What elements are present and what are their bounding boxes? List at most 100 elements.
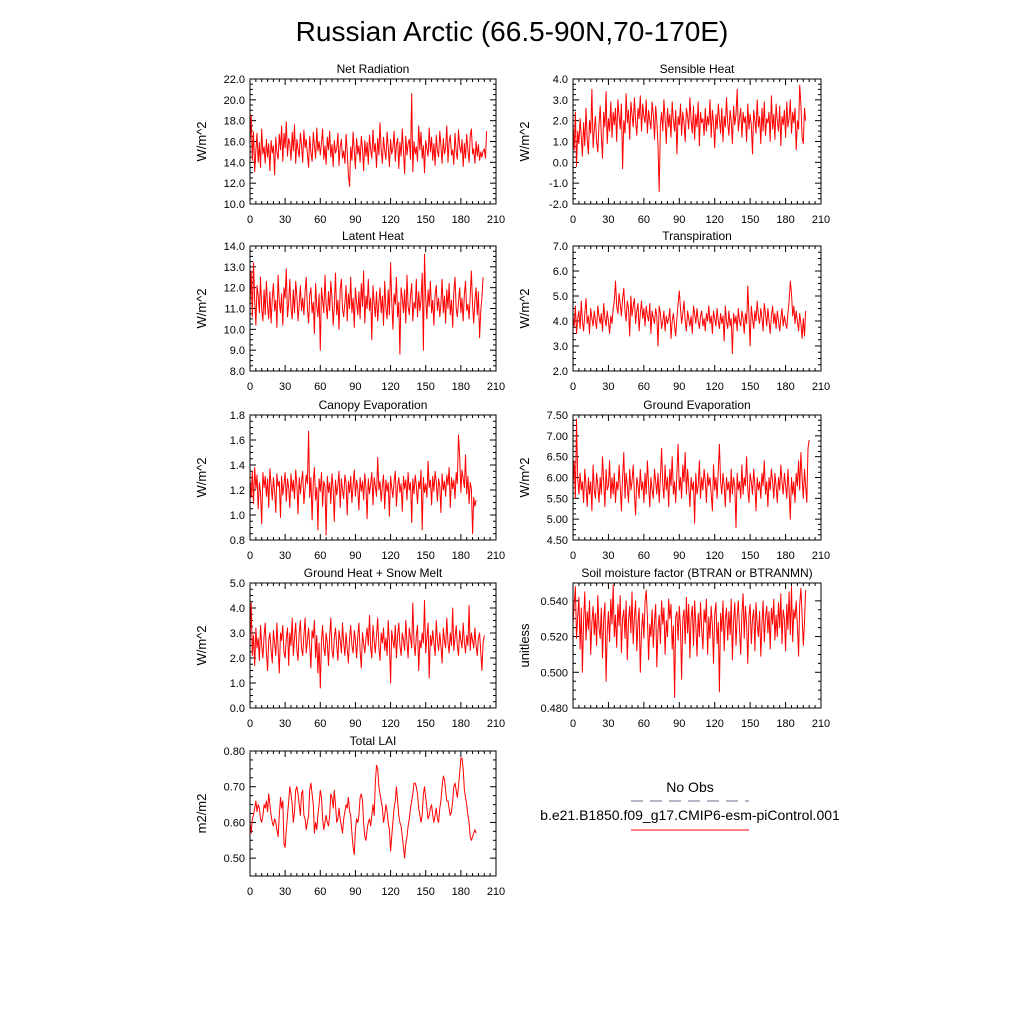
y-tick-label: 0.480 (540, 703, 568, 715)
y-tick-label: 10.0 (224, 324, 245, 336)
y-tick-label: 0.0 (230, 703, 245, 715)
panel-1: Net Radiation W/m^2 0 30 60 90 120 150 180 210 10.… (194, 62, 505, 226)
y-tick-label: 1.6 (230, 435, 245, 447)
plot-frame (249, 750, 497, 877)
panel-title: Ground Heat + Snow Melt (304, 566, 443, 580)
series-line-1 (572, 280, 807, 354)
panel-4: Transpiration W/m^2 0 30 60 90 120 150 180 210 2.0… (517, 229, 830, 393)
x-tick-label: 30 (602, 550, 614, 562)
y-tick-label: -1.0 (549, 178, 568, 190)
y-tick-label: 6.00 (547, 473, 568, 485)
plot-frame (249, 78, 497, 205)
panel-6: Ground Evaporation W/m^2 0 30 60 90 120 150 180 2… (517, 398, 830, 562)
x-tick-label: 210 (487, 718, 505, 730)
y-tick-label: 0.520 (540, 632, 568, 644)
x-tick-label: 150 (741, 550, 759, 562)
y-tick-label: 2.0 (230, 653, 245, 665)
x-tick-label: 90 (673, 381, 685, 393)
y-tick-label: 0.500 (540, 667, 568, 679)
y-tick-label: 22.0 (224, 74, 245, 86)
x-tick-label: 150 (417, 381, 435, 393)
y-tick-label: 16.0 (224, 137, 245, 149)
x-tick-label: 90 (349, 886, 361, 898)
x-tick-label: 30 (602, 718, 614, 730)
y-tick-label: 2.0 (553, 366, 568, 378)
panel-title: Latent Heat (342, 229, 405, 243)
y-tick-label: 5.00 (547, 514, 568, 526)
panel-title: Soil moisture factor (BTRAN or BTRANMN) (581, 566, 812, 580)
x-tick-label: 120 (381, 214, 399, 226)
plot-frame (572, 78, 822, 205)
y-tick-label: 1.2 (230, 485, 245, 497)
x-tick-label: 90 (349, 381, 361, 393)
y-tick-label: 4.0 (230, 603, 245, 615)
y-axis-label: W/m^2 (194, 288, 209, 328)
series-line-1 (249, 93, 488, 187)
legend-obs-label: No Obs (666, 779, 713, 795)
x-tick-label: 0 (570, 214, 576, 226)
x-tick-label: 90 (349, 718, 361, 730)
plot-frame (249, 582, 497, 709)
y-axis-label: W/m^2 (517, 288, 532, 328)
series-line-1 (249, 430, 477, 536)
y-axis-label: W/m^2 (517, 457, 532, 497)
x-tick-label: 60 (638, 550, 650, 562)
x-tick-label: 120 (381, 550, 399, 562)
x-tick-label: 120 (381, 381, 399, 393)
y-tick-label: 0.70 (224, 782, 245, 794)
series-line-1 (249, 757, 477, 859)
series-line-1 (572, 584, 807, 698)
panel-3: Latent Heat W/m^2 0 30 60 90 120 150 180 210 8.0 9.… (194, 229, 505, 393)
x-tick-label: 180 (776, 214, 794, 226)
x-tick-label: 0 (247, 381, 253, 393)
y-tick-label: 3.0 (230, 628, 245, 640)
x-tick-label: 150 (741, 718, 759, 730)
y-tick-label: 0.50 (224, 853, 245, 865)
x-tick-label: 150 (417, 886, 435, 898)
x-tick-label: 210 (812, 550, 830, 562)
x-tick-label: 180 (452, 381, 470, 393)
x-tick-label: 120 (706, 214, 724, 226)
y-tick-label: 3.0 (553, 95, 568, 107)
x-tick-label: 120 (706, 381, 724, 393)
y-tick-label: 9.0 (230, 345, 245, 357)
panel-5: Canopy Evaporation W/m^2 0 30 60 90 120 150 180 2… (194, 398, 505, 562)
y-tick-label: 1.4 (230, 460, 245, 472)
x-tick-label: 30 (279, 381, 291, 393)
x-tick-label: 60 (638, 214, 650, 226)
x-tick-label: 0 (247, 214, 253, 226)
x-tick-label: 210 (487, 886, 505, 898)
figure-title: Russian Arctic (66.5-90N,70-170E) (296, 16, 729, 47)
x-tick-label: 0 (570, 381, 576, 393)
y-tick-label: 10.0 (224, 199, 245, 211)
y-axis-label: W/m^2 (194, 625, 209, 665)
x-tick-label: 210 (812, 214, 830, 226)
y-tick-label: 0.540 (540, 596, 568, 608)
x-tick-label: 30 (279, 550, 291, 562)
y-tick-label: 1.8 (230, 410, 245, 422)
x-tick-label: 180 (776, 550, 794, 562)
x-tick-label: 180 (776, 381, 794, 393)
x-tick-label: 210 (812, 718, 830, 730)
x-tick-label: 120 (706, 550, 724, 562)
panel-title: Sensible Heat (660, 62, 735, 76)
series-line-1 (249, 600, 485, 689)
x-tick-label: 60 (314, 381, 326, 393)
y-tick-label: 6.50 (547, 452, 568, 464)
panel-8: Soil moisture factor (BTRAN or BTRANMN) u… (517, 566, 830, 730)
x-tick-label: 150 (417, 550, 435, 562)
x-tick-label: 0 (570, 550, 576, 562)
x-tick-label: 210 (812, 381, 830, 393)
y-tick-label: 6.0 (553, 266, 568, 278)
x-tick-label: 0 (247, 718, 253, 730)
panel-title: Canopy Evaporation (319, 398, 428, 412)
x-tick-label: 150 (741, 214, 759, 226)
y-axis-label: m2/m2 (194, 794, 209, 834)
y-tick-label: 7.0 (553, 241, 568, 253)
plot-frame (572, 582, 822, 709)
panel-title: Net Radiation (337, 62, 410, 76)
y-tick-label: 5.0 (230, 578, 245, 590)
x-tick-label: 180 (452, 550, 470, 562)
